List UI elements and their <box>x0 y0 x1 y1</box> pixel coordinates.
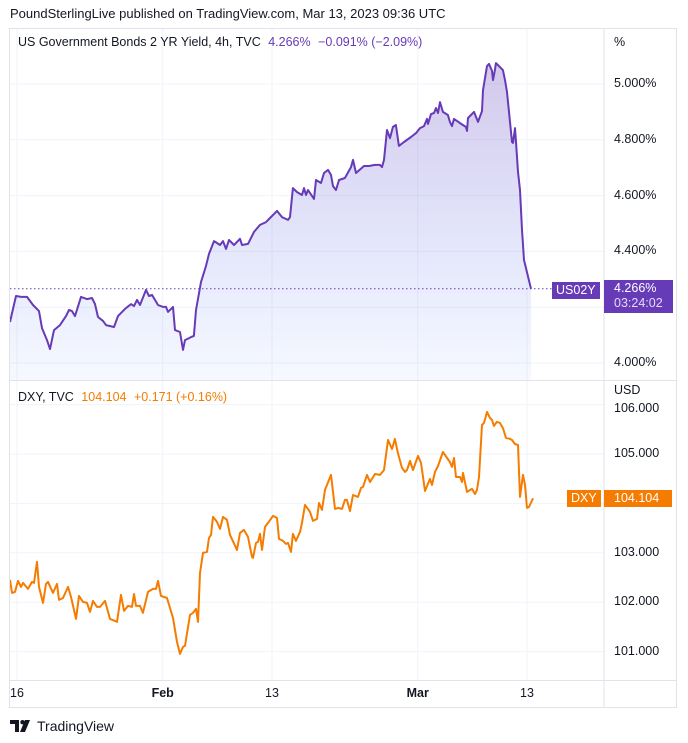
price-tick-label: 106.000 <box>614 401 660 415</box>
price-tick-label: 103.000 <box>614 544 660 559</box>
publisher-line: PoundSterlingLive published on TradingVi… <box>10 6 446 21</box>
price-tick-label: 102.000 <box>614 594 660 609</box>
yield-unit-label: % <box>614 35 626 49</box>
time-tick-label: Feb <box>151 686 174 700</box>
dxy-last-value: 104.104 <box>81 390 127 404</box>
yield-symbol: US Government Bonds 2 YR Yield, 4h, TVC <box>18 35 261 49</box>
dxy-change: +0.171 (+0.16%) <box>133 390 228 404</box>
bar-countdown: 03:24:02 <box>614 296 663 310</box>
yield-symbol-badge: US02Y <box>552 282 600 299</box>
dxy-legend[interactable]: DXY, TVC 104.104 +0.171 (+0.16%) <box>18 390 227 404</box>
price-tick-label: 4.000% <box>614 355 657 369</box>
series-layer <box>10 62 552 655</box>
time-tick-label: 13 <box>265 686 279 700</box>
dxy-pane <box>10 411 534 655</box>
price-tick-label: 105.000 <box>614 446 660 460</box>
time-tick-label: Mar <box>406 686 429 700</box>
dxy-line[interactable] <box>10 411 534 655</box>
price-tick-label: 101.000 <box>614 643 660 658</box>
footer[interactable]: TradingView <box>10 718 114 734</box>
yield-last-badge-value: 4.266% <box>614 281 657 295</box>
yield-last-badge: 4.266% 03:24:02 <box>604 280 673 313</box>
yield-pane <box>10 62 552 380</box>
dxy-symbol-badge: DXY <box>567 490 601 507</box>
yield-last-value: 4.266% <box>268 35 311 49</box>
chart-frame <box>9 28 677 708</box>
dxy-last-badge: 104.104 <box>604 490 672 507</box>
time-tick-label: 16 <box>10 686 24 700</box>
price-tick-label: 4.800% <box>614 131 657 146</box>
tradingview-logo-icon <box>10 720 30 732</box>
yield-change: −0.091% (−2.09%) <box>318 35 423 49</box>
time-tick-label: 13 <box>520 686 534 700</box>
yield-line[interactable] <box>10 62 532 351</box>
price-tick-label: 5.000% <box>614 76 657 90</box>
yield-area <box>10 63 531 380</box>
price-tick-label: 4.600% <box>614 187 657 202</box>
price-tick-label: 4.400% <box>614 243 657 258</box>
dxy-unit-label: USD <box>614 383 641 397</box>
tradingview-brand: TradingView <box>37 718 115 734</box>
yield-legend[interactable]: US Government Bonds 2 YR Yield, 4h, TVC … <box>18 35 422 49</box>
pane-separators <box>10 29 677 707</box>
dxy-symbol: DXY, TVC <box>18 390 74 404</box>
